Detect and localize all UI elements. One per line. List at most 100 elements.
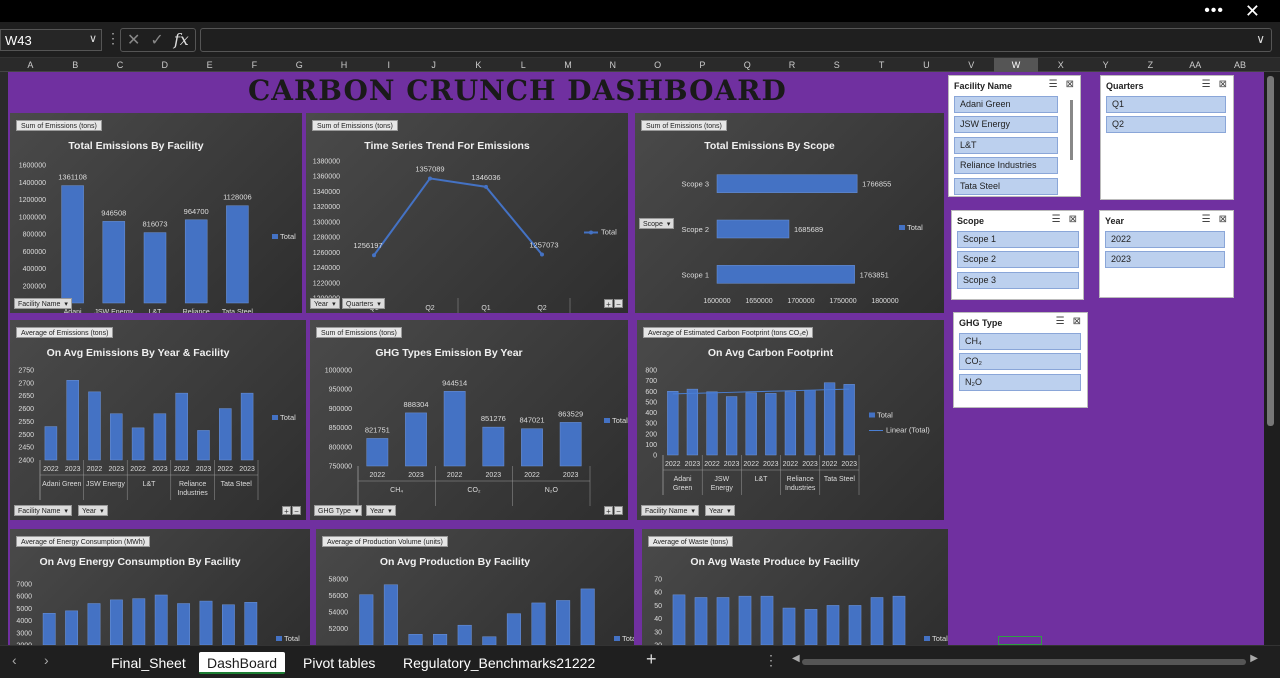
expand-field-icon[interactable]: + xyxy=(282,506,291,516)
add-sheet-icon[interactable]: + xyxy=(646,649,657,669)
chart-panel-c6[interactable]: On Avg Carbon Footprint Total Linear (Tota… xyxy=(637,320,944,520)
vertical-scrollbar[interactable] xyxy=(1266,72,1276,645)
column-header-y[interactable]: Y xyxy=(1102,60,1109,70)
column-header-u[interactable]: U xyxy=(923,60,930,70)
chevron-down-icon[interactable]: ▾ xyxy=(64,301,68,308)
multi-select-icon[interactable]: ☰ xyxy=(1051,214,1061,225)
chevron-down-icon[interactable]: ▾ xyxy=(666,221,671,228)
slicer-item[interactable]: Reliance Industries xyxy=(954,157,1058,175)
field-button[interactable]: Sum of Emissions (tons) xyxy=(312,120,398,131)
more-icon[interactable]: ⋮ xyxy=(764,652,778,668)
axis-field-button[interactable]: GHG Type ▾ xyxy=(314,505,363,516)
slicer-item[interactable]: 2022 xyxy=(1105,231,1225,248)
enter-icon[interactable]: ✓ xyxy=(150,32,164,49)
column-header-m[interactable]: M xyxy=(564,60,572,70)
clear-filter-icon[interactable]: ⊠ xyxy=(1218,79,1227,90)
column-header-t[interactable]: T xyxy=(878,60,885,70)
multi-select-icon[interactable]: ☰ xyxy=(1048,79,1058,90)
field-button[interactable]: Average of Energy Consumption (MWh) xyxy=(16,536,150,547)
axis-field-button[interactable]: Year ▾ xyxy=(705,505,735,516)
name-box[interactable]: W43 ∨ xyxy=(0,29,102,51)
chart-panel-c5[interactable]: GHG Types Emission By Year Total 750000 800… xyxy=(310,320,628,520)
column-header-v[interactable]: V xyxy=(968,60,975,70)
clear-filter-icon[interactable]: ⊠ xyxy=(1068,214,1077,225)
slicer-item[interactable]: Scope 1 xyxy=(957,231,1079,248)
field-button[interactable]: Average of Emissions (tons) xyxy=(16,327,114,338)
column-header-k[interactable]: K xyxy=(475,60,482,70)
chevron-down-icon[interactable]: ▾ xyxy=(388,508,392,515)
cancel-icon[interactable]: ✕ xyxy=(127,32,141,49)
next-sheet-icon[interactable]: › xyxy=(44,652,49,668)
column-header-l[interactable]: L xyxy=(520,60,526,70)
column-header-ab[interactable]: AB xyxy=(1233,60,1246,70)
axis-field-button[interactable]: Facility Name ▾ xyxy=(14,298,72,309)
chart-panel-c3[interactable]: Total Emissions By Scope Total 1600000 1650… xyxy=(635,113,944,313)
column-header-c[interactable]: C xyxy=(116,60,124,70)
scroll-thumb[interactable] xyxy=(1267,76,1274,426)
column-header-d[interactable]: D xyxy=(161,60,169,70)
horizontal-scrollbar[interactable]: ◀ ▶ xyxy=(792,653,1258,666)
insert-function-icon[interactable]: fx xyxy=(173,30,189,49)
chevron-down-icon[interactable]: ▾ xyxy=(100,508,104,515)
expand-field-icon[interactable]: + xyxy=(604,299,613,309)
column-header-g[interactable]: G xyxy=(295,60,303,70)
slicer-item[interactable]: CH₄ xyxy=(959,333,1081,350)
slicer-item[interactable]: CO₂ xyxy=(959,353,1081,371)
scroll-right-icon[interactable]: ▶ xyxy=(1250,653,1258,664)
slicer-item[interactable]: L&T xyxy=(954,136,1058,154)
column-header-o[interactable]: O xyxy=(654,60,662,70)
axis-field-button[interactable]: Facility Name ▾ xyxy=(14,505,72,516)
chevron-down-icon[interactable]: ▾ xyxy=(377,301,381,308)
tab-regulatory-benchmarks[interactable]: Regulatory_Benchmarks21222 xyxy=(403,655,596,671)
column-header-aa[interactable]: AA xyxy=(1189,60,1202,70)
slicer-item[interactable]: Scope 3 xyxy=(957,271,1079,289)
column-header-i[interactable]: I xyxy=(387,60,391,70)
slicer-scrollbar[interactable] xyxy=(1070,100,1073,160)
axis-field-button[interactable]: Year ▾ xyxy=(310,298,340,309)
tab-final-sheet[interactable]: Final_Sheet xyxy=(111,655,186,671)
expand-field-icon[interactable]: + xyxy=(604,506,613,516)
chart-panel-c2[interactable]: Time Series Trend For EmissionsTotal1200… xyxy=(306,113,628,313)
chart-panel-c4[interactable]: On Avg Emissions By Year & Facility Total… xyxy=(10,320,306,520)
column-header-w[interactable]: W xyxy=(993,58,1039,72)
collapse-field-icon[interactable]: − xyxy=(292,506,301,516)
tab-dashboard[interactable]: DashBoard xyxy=(199,652,286,674)
column-header-q[interactable]: Q xyxy=(743,60,751,70)
tab-pivot-tables[interactable]: Pivot tables xyxy=(303,655,376,671)
field-button[interactable]: Average of Waste (tons) xyxy=(648,536,734,547)
formula-dots-icon[interactable]: ⋮ xyxy=(106,30,120,46)
column-header-p[interactable]: P xyxy=(699,60,706,70)
multi-select-icon[interactable]: ☰ xyxy=(1201,214,1211,225)
axis-field-button[interactable]: Year ▾ xyxy=(366,505,396,516)
field-button[interactable]: Average of Estimated Carbon Footprint (t… xyxy=(643,327,814,338)
active-cell[interactable] xyxy=(998,636,1042,645)
formula-input[interactable]: ∨ xyxy=(200,28,1272,52)
field-button[interactable]: Sum of Emissions (tons) xyxy=(641,120,727,131)
column-header-a[interactable]: A xyxy=(27,60,34,70)
column-header-j[interactable]: J xyxy=(431,60,436,70)
slicer-item[interactable]: JSW Energy xyxy=(954,116,1058,134)
slicer-item[interactable]: N₂O xyxy=(959,373,1081,391)
axis-field-button[interactable]: Quarters ▾ xyxy=(342,298,385,309)
scroll-left-icon[interactable]: ◀ xyxy=(792,653,800,664)
slicer-item[interactable]: Tata Steel xyxy=(954,177,1058,195)
slicer-item[interactable]: 2023 xyxy=(1105,251,1225,269)
field-button[interactable]: Sum of Emissions (tons) xyxy=(16,120,102,131)
column-header-f[interactable]: F xyxy=(251,60,258,70)
column-header-z[interactable]: Z xyxy=(1147,60,1154,70)
chart-panel-c9[interactable]: On Avg Waste Produce by Facility Total 20 3… xyxy=(642,529,948,645)
clear-filter-icon[interactable]: ⊠ xyxy=(1218,214,1227,225)
slicer-item[interactable]: Scope 2 xyxy=(957,251,1079,269)
clear-filter-icon[interactable]: ⊠ xyxy=(1072,316,1081,327)
chevron-down-icon[interactable]: ▾ xyxy=(727,508,731,515)
column-header-b[interactable]: B xyxy=(72,60,79,70)
field-button[interactable]: Sum of Emissions (tons) xyxy=(316,327,402,338)
chevron-down-icon[interactable]: ∨ xyxy=(88,33,97,45)
chevron-down-icon[interactable]: ▾ xyxy=(332,301,336,308)
axis-field-button[interactable]: Scope ▾ xyxy=(639,218,675,229)
multi-select-icon[interactable]: ☰ xyxy=(1201,79,1211,90)
collapse-field-icon[interactable]: − xyxy=(614,299,623,309)
field-button[interactable]: Average of Production Volume (units) xyxy=(322,536,448,547)
more-options-icon[interactable]: ••• xyxy=(1204,2,1224,19)
chevron-down-icon[interactable]: ▾ xyxy=(354,508,359,515)
